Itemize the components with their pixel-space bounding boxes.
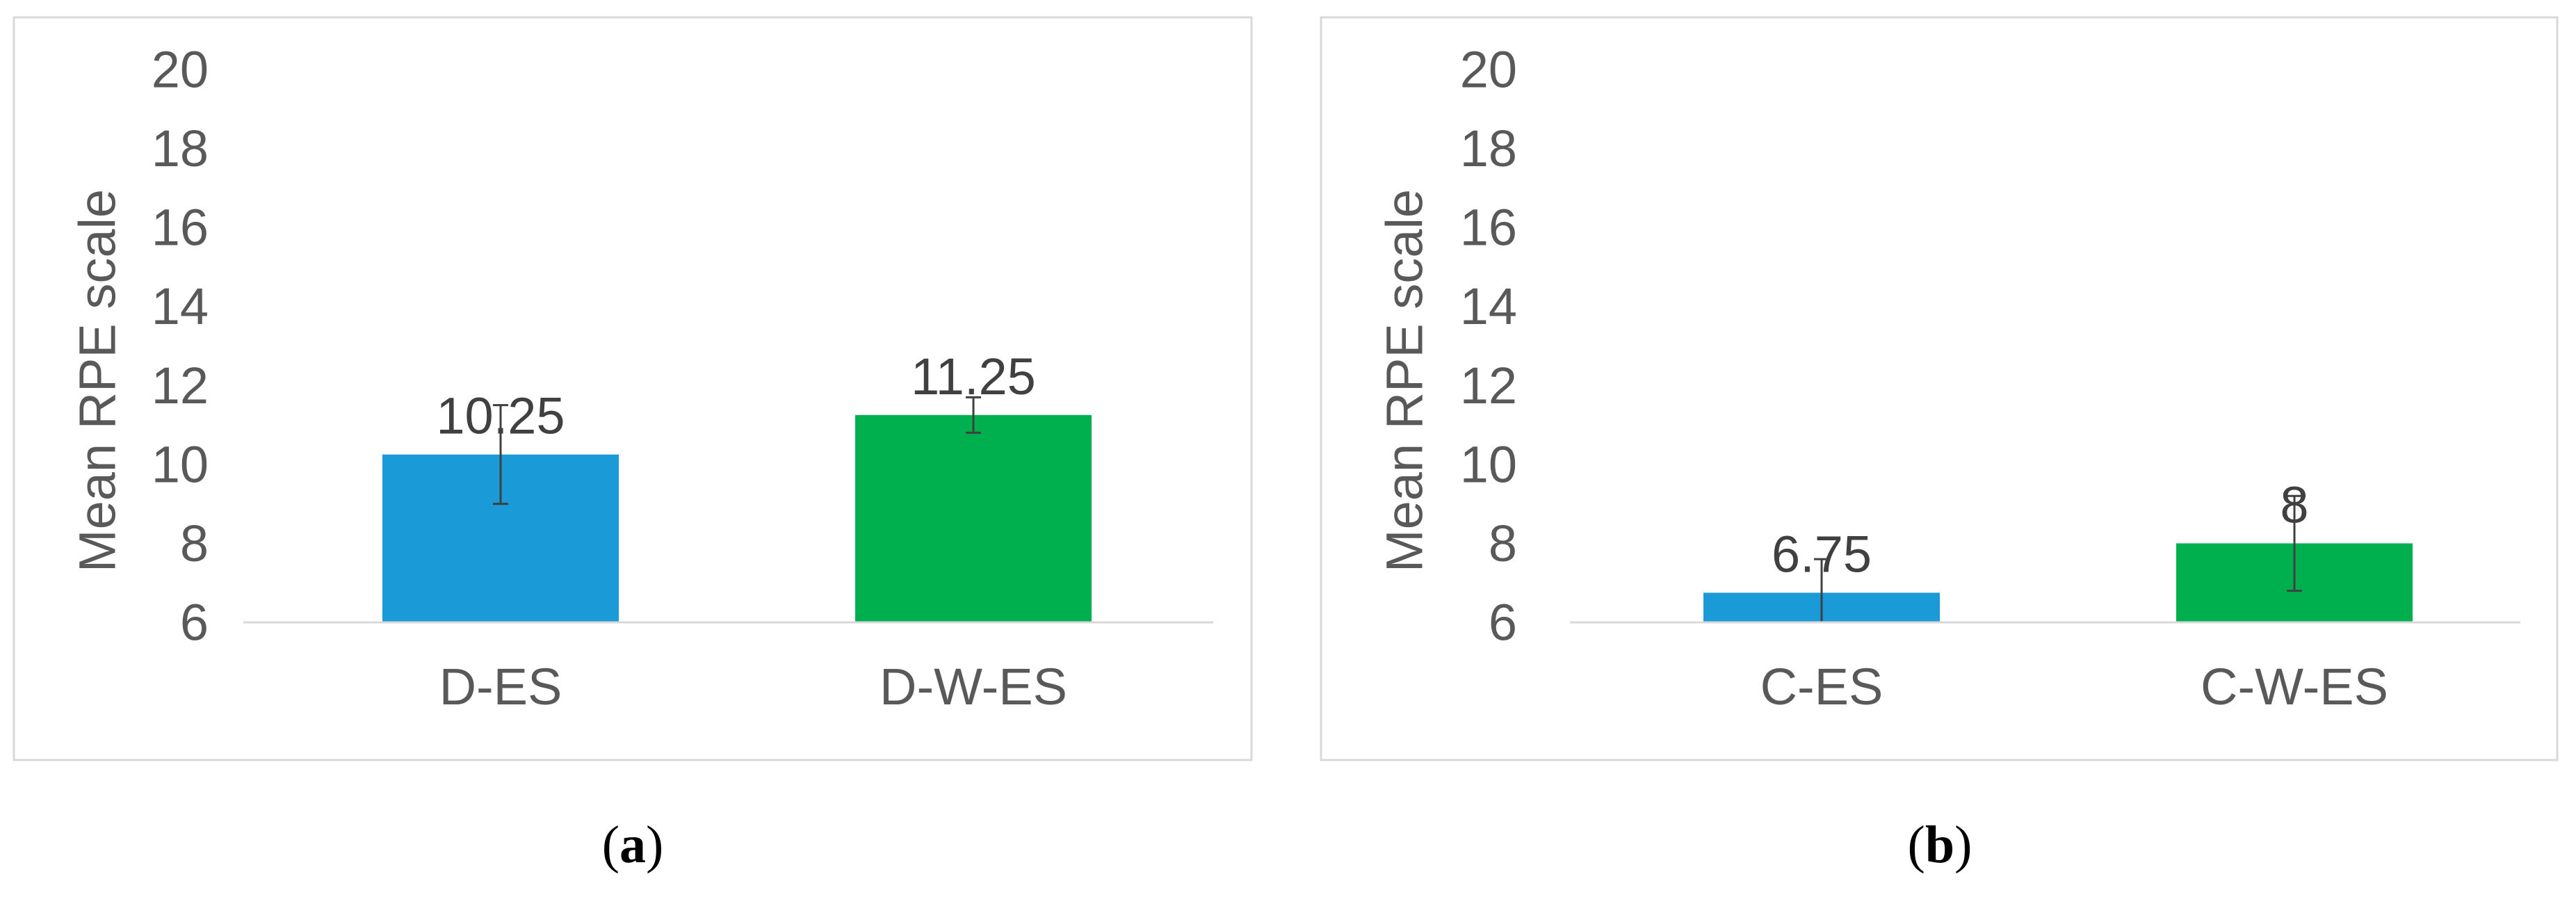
y-tick-label: 16 [152, 199, 209, 257]
chart-panel-b: 6 8 10 12 14 16 18 20 Mean RPE scale 6.75 C-ES 8 C-W… [1320, 16, 2559, 874]
panel-label: (a) [602, 816, 664, 874]
x-tick-label: D-W-ES [880, 658, 1067, 716]
data-label: 11.25 [911, 348, 1036, 405]
error-bar [493, 404, 508, 506]
x-tick-label: D-ES [439, 658, 562, 716]
y-tick-label: 14 [1460, 277, 1517, 335]
y-tick-label: 14 [152, 277, 209, 335]
y-tick-label: 18 [152, 120, 209, 177]
x-tick-label: C-ES [1760, 658, 1884, 716]
data-label: 6.75 [1772, 525, 1872, 583]
data-label: 10.25 [436, 387, 565, 445]
y-tick-label: 10 [1460, 435, 1517, 493]
error-bar [966, 396, 981, 434]
y-tick-label: 18 [1460, 120, 1517, 177]
y-tick-label: 6 [180, 594, 209, 652]
error-bar [2287, 494, 2302, 592]
y-axis-title: Mean RPE scale [1376, 189, 1434, 572]
y-tick-label: 12 [1460, 357, 1517, 414]
chart-frame [13, 16, 1253, 761]
y-axis-title: Mean RPE scale [69, 189, 127, 572]
x-tick-label: C-W-ES [2201, 658, 2388, 716]
data-label: 8 [2280, 476, 2308, 533]
y-tick-label: 10 [152, 435, 209, 493]
y-tick-label: 20 [1460, 41, 1517, 99]
panel-label: (b) [1908, 816, 1972, 874]
y-tick-label: 8 [1489, 515, 1517, 572]
y-tick-label: 16 [1460, 199, 1517, 257]
y-tick-label: 6 [1489, 594, 1517, 652]
y-tick-label: 12 [152, 357, 209, 414]
y-tick-label: 20 [152, 41, 209, 99]
chart-frame [1320, 16, 2559, 761]
chart-panel-a: 6 8 10 12 14 16 18 20 Mean RPE scale 10.25 D-ES 11.… [13, 16, 1253, 874]
error-bar [1814, 558, 1829, 622]
y-tick-label: 8 [180, 515, 209, 572]
bar [855, 414, 1092, 622]
